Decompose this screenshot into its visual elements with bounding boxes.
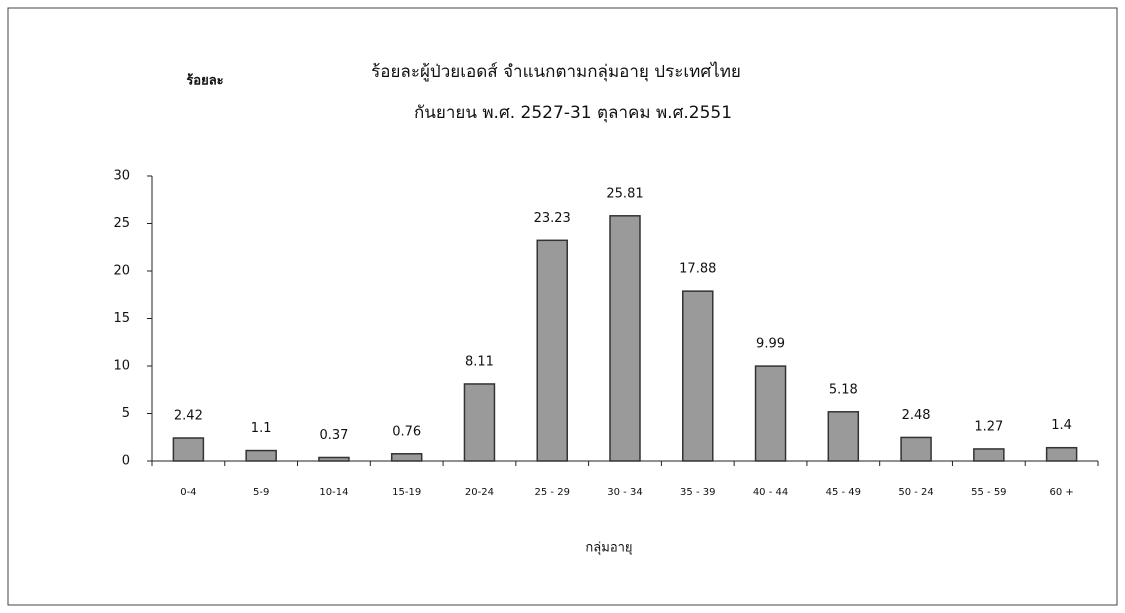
x-tick-label: 45 - 49 bbox=[826, 487, 861, 498]
bar bbox=[172, 437, 205, 462]
chart-frame bbox=[7, 7, 1118, 606]
data-label: 0.76 bbox=[392, 424, 421, 439]
bar bbox=[1045, 446, 1078, 462]
chart-title: ร้อยละผู้ป่วยเอดส์ จำแนกตามกลุ่มอายุ ประ… bbox=[371, 61, 741, 82]
bar bbox=[609, 215, 641, 462]
bar bbox=[900, 436, 932, 462]
x-tick-label: 35 - 39 bbox=[680, 487, 715, 498]
bar bbox=[827, 411, 860, 462]
x-axis-label: กลุ่มอายุ bbox=[585, 541, 632, 556]
x-tick-label: 60 + bbox=[1049, 487, 1073, 498]
data-label: 8.11 bbox=[465, 354, 494, 369]
bar bbox=[536, 239, 568, 462]
bar bbox=[245, 449, 277, 462]
y-tick-label: 10 bbox=[113, 359, 130, 374]
y-tick-label: 0 bbox=[122, 454, 130, 469]
data-label: 23.23 bbox=[534, 211, 571, 226]
x-tick-label: 10-14 bbox=[319, 487, 348, 498]
chart-subtitle: กันยายน พ.ศ. 2527-31 ตุลาคม พ.ศ.2551 bbox=[414, 103, 732, 123]
bar bbox=[682, 290, 714, 462]
bar bbox=[318, 456, 350, 462]
x-tick-label: 0-4 bbox=[180, 487, 196, 498]
x-tick-label: 25 - 29 bbox=[535, 487, 570, 498]
data-label: 0.37 bbox=[319, 428, 348, 443]
data-label: 9.99 bbox=[756, 337, 785, 352]
y-tick-label: 5 bbox=[122, 406, 130, 421]
x-tick-label: 30 - 34 bbox=[607, 487, 642, 498]
y-tick-label: 20 bbox=[113, 264, 130, 279]
data-label: 1.4 bbox=[1051, 418, 1072, 433]
y-tick-label: 15 bbox=[113, 311, 130, 326]
bar bbox=[973, 448, 1005, 462]
x-tick-label: 20-24 bbox=[465, 487, 494, 498]
y-axis-label: ร้อยละ bbox=[186, 73, 223, 89]
x-tick-label: 15-19 bbox=[392, 487, 421, 498]
bar bbox=[390, 453, 423, 462]
x-tick-label: 5-9 bbox=[253, 487, 269, 498]
data-label: 2.48 bbox=[902, 408, 931, 423]
data-label: 17.88 bbox=[679, 262, 716, 277]
x-tick-label: 55 - 59 bbox=[971, 487, 1006, 498]
data-label: 2.42 bbox=[174, 409, 203, 424]
data-label: 5.18 bbox=[829, 382, 858, 397]
data-label: 25.81 bbox=[606, 186, 643, 201]
x-tick-label: 50 - 24 bbox=[898, 487, 933, 498]
data-label: 1.1 bbox=[251, 421, 272, 436]
y-tick-label: 25 bbox=[113, 216, 130, 231]
y-tick-label: 30 bbox=[113, 169, 130, 184]
x-tick-label: 40 - 44 bbox=[753, 487, 788, 498]
data-label: 1.27 bbox=[974, 419, 1003, 434]
bar bbox=[754, 365, 787, 462]
bar bbox=[463, 383, 496, 462]
